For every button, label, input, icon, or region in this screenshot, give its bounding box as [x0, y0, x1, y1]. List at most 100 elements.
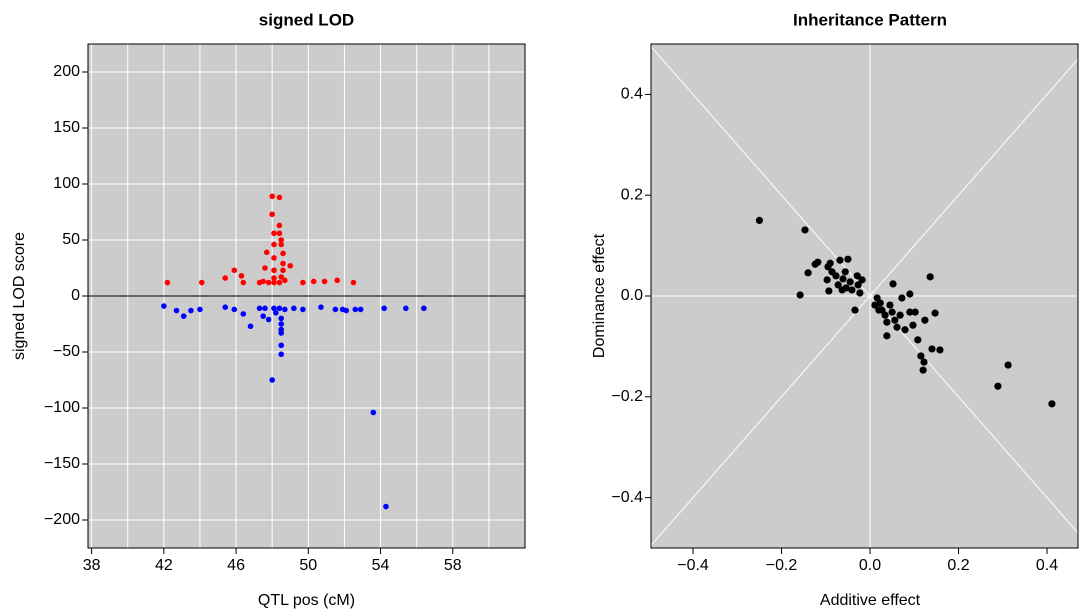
y-axis-label: Dominance effect [591, 233, 608, 358]
point [881, 311, 889, 319]
x-tick-label: 42 [155, 557, 173, 574]
point [352, 306, 359, 313]
point [271, 275, 277, 281]
point [804, 269, 812, 277]
x-axis-label: Additive effect [820, 592, 921, 609]
point [321, 278, 328, 285]
x-tick-label: 46 [227, 557, 245, 574]
point [886, 301, 894, 309]
point [188, 307, 194, 314]
point [909, 321, 917, 329]
point [278, 274, 285, 280]
point [801, 226, 809, 234]
point [280, 250, 286, 257]
point [421, 305, 427, 312]
point [383, 503, 389, 510]
point [839, 275, 847, 283]
point [936, 346, 944, 354]
point [276, 194, 283, 201]
point [271, 241, 277, 248]
point [276, 279, 283, 286]
point [888, 308, 896, 316]
point [278, 351, 285, 358]
y-tick-label: −100 [44, 399, 80, 416]
y-tick-label: 50 [62, 231, 80, 248]
point [920, 358, 928, 366]
point [357, 306, 364, 313]
point [276, 230, 283, 237]
point [271, 230, 277, 237]
point [841, 268, 849, 276]
point [198, 279, 205, 286]
x-tick-label: −0.4 [677, 557, 709, 574]
point [262, 265, 268, 271]
point [287, 262, 294, 269]
point [891, 316, 899, 324]
x-tick-label: 0.4 [1036, 557, 1058, 574]
point [271, 267, 277, 274]
point [247, 323, 254, 330]
point [911, 308, 919, 316]
point [300, 279, 306, 286]
point [848, 286, 856, 294]
x-tick-label: 0.0 [859, 557, 881, 574]
point [871, 301, 879, 309]
point [280, 267, 286, 274]
panel: 38 42 46 50 54 58 −200 −150 −100 −50 0 50 100 150 200 s… [11, 10, 526, 609]
point [842, 284, 850, 292]
point [334, 277, 340, 284]
point [278, 315, 285, 322]
point [814, 258, 822, 266]
y-tick-label: 150 [53, 119, 80, 136]
point [928, 345, 936, 353]
chart-title: Inheritance Pattern [793, 10, 947, 29]
point [836, 256, 844, 264]
point [265, 316, 272, 323]
chart-title: signed LOD [259, 10, 354, 29]
point [883, 332, 891, 340]
point [269, 211, 275, 218]
point [893, 323, 901, 331]
point [280, 260, 286, 267]
point [926, 273, 934, 281]
point [256, 305, 263, 312]
point [161, 303, 167, 309]
point [278, 321, 285, 327]
point [318, 304, 324, 311]
x-tick-label: 58 [444, 557, 462, 574]
point [906, 308, 914, 316]
point [164, 279, 171, 286]
point [883, 318, 891, 326]
point [262, 305, 268, 312]
point [240, 311, 247, 317]
point [260, 278, 266, 285]
point [265, 279, 272, 286]
point [273, 310, 279, 316]
point [222, 304, 229, 311]
point [343, 307, 350, 314]
point [271, 305, 277, 312]
x-tick-label: 50 [299, 557, 317, 574]
point [310, 278, 317, 285]
point [197, 306, 203, 313]
point [278, 237, 285, 243]
plot-area [88, 44, 525, 548]
point [832, 272, 840, 280]
point [853, 272, 861, 280]
point [278, 326, 285, 333]
point [921, 316, 929, 324]
point [350, 279, 357, 286]
point [271, 279, 277, 286]
point [291, 305, 297, 312]
point [931, 309, 939, 317]
point [846, 278, 854, 286]
x-tick-label: 38 [83, 557, 101, 574]
point [173, 307, 180, 314]
point [994, 382, 1002, 390]
point [238, 273, 245, 279]
y-tick-label: −50 [53, 343, 80, 360]
point [269, 193, 275, 200]
y-tick-label: 200 [53, 63, 80, 80]
point [180, 313, 187, 319]
